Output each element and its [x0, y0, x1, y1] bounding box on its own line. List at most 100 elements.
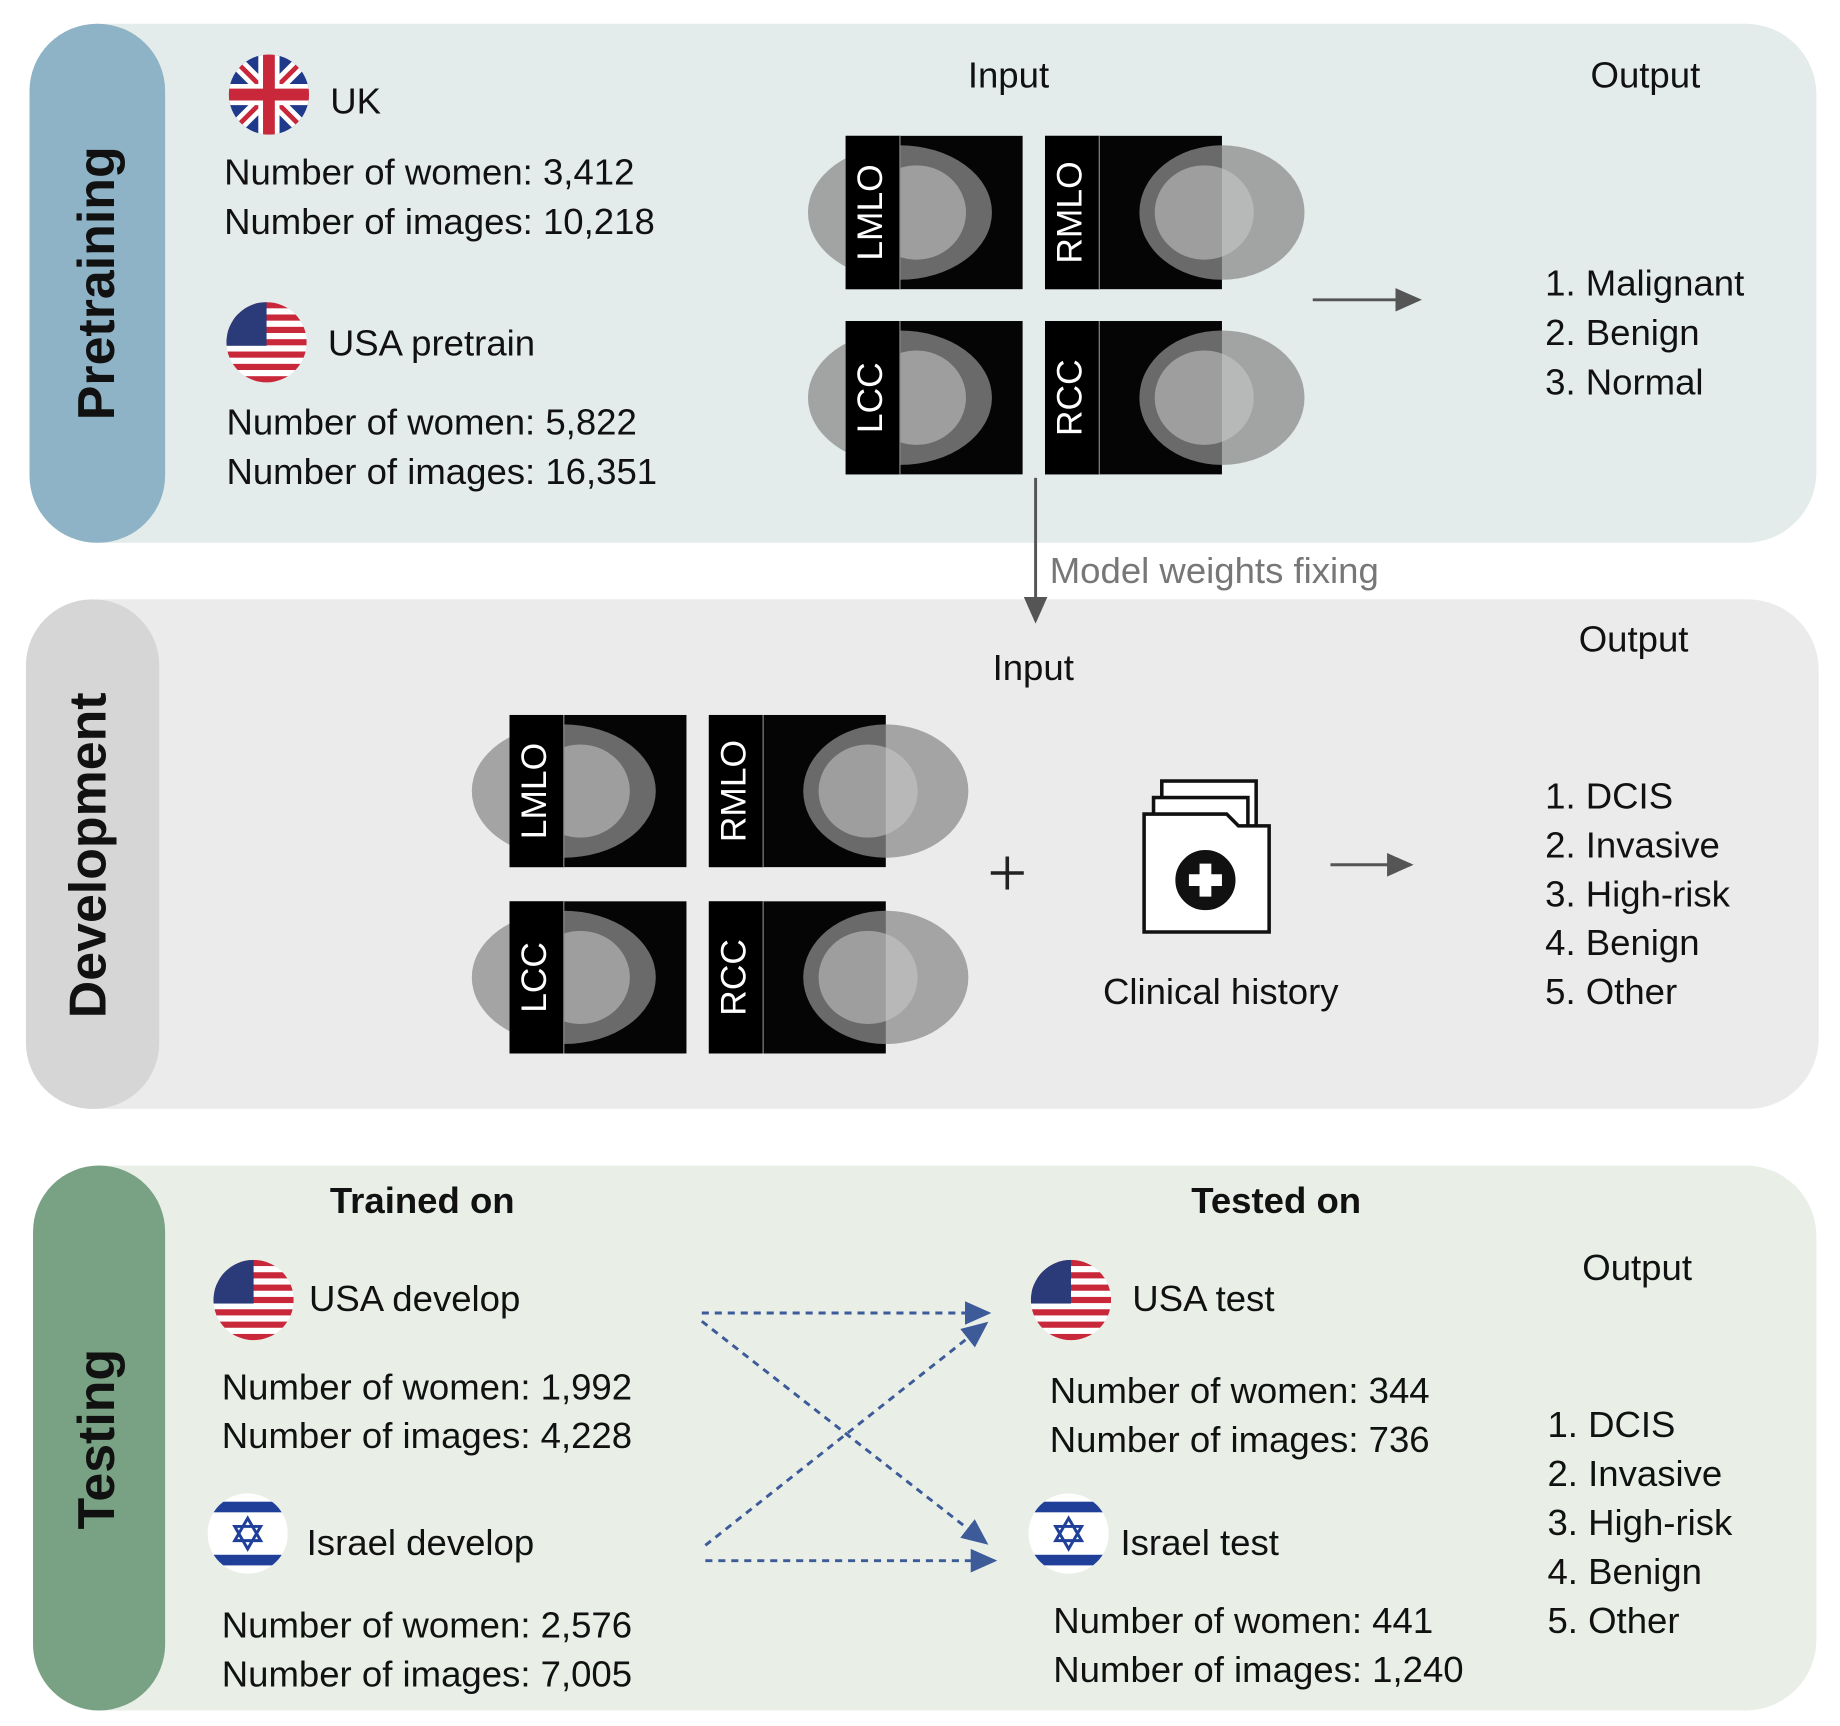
- tissue: [1154, 350, 1254, 445]
- view-label: LCC: [515, 942, 554, 1013]
- dataset-name: Israel test: [1121, 1522, 1279, 1563]
- stripe: [213, 1333, 294, 1341]
- dataset-stat: Number of images: 10,218: [224, 201, 655, 242]
- dataset-stat: Number of women: 344: [1050, 1370, 1430, 1411]
- flag-body: [1028, 1493, 1109, 1574]
- stage-label: Testing: [67, 1349, 125, 1530]
- stripe: [213, 1321, 294, 1329]
- mammogram: RCC: [1045, 321, 1305, 475]
- stripe: [213, 1309, 294, 1317]
- input-title: Input: [968, 55, 1049, 96]
- dataset-stat: Number of images: 4,228: [222, 1415, 632, 1456]
- transition-label: Model weights fixing: [1050, 550, 1379, 591]
- mammogram: LMLO: [471, 714, 687, 868]
- stripe: [213, 1296, 294, 1304]
- dataset-name: UK: [330, 81, 381, 122]
- output-item: 4. Benign: [1545, 922, 1699, 963]
- output-item: 4. Benign: [1547, 1551, 1701, 1592]
- column-title: Tested on: [1191, 1180, 1361, 1221]
- dataset-name: USA test: [1132, 1278, 1274, 1319]
- label-strip: [708, 714, 764, 868]
- dataset-stat: Number of women: 1,992: [222, 1366, 632, 1407]
- stripe: [213, 1284, 294, 1292]
- mammogram: RMLO: [1045, 135, 1305, 290]
- clinical-label: Clinical history: [1103, 971, 1339, 1012]
- stripe: [213, 1266, 294, 1273]
- label-strip: [509, 714, 564, 868]
- view-label: RMLO: [1050, 161, 1089, 263]
- flag: [213, 1259, 294, 1341]
- flag: [1028, 1493, 1109, 1574]
- stripe: [1030, 1259, 1112, 1267]
- flag-body: [226, 302, 307, 383]
- stripe: [213, 1290, 294, 1298]
- stripe: [226, 357, 307, 365]
- output-item: 3. High-risk: [1547, 1502, 1733, 1543]
- stripe: [213, 1315, 294, 1323]
- flag: [226, 302, 307, 383]
- band: [1028, 1501, 1109, 1513]
- stripe: [213, 1278, 294, 1286]
- stripe: [1030, 1278, 1112, 1286]
- view-label: LMLO: [515, 743, 554, 839]
- input-title: Input: [993, 647, 1074, 688]
- label-strip: [509, 901, 564, 1054]
- stripe: [213, 1303, 294, 1310]
- stage-label: Development: [59, 692, 117, 1018]
- label-strip: [845, 321, 900, 475]
- view-label: RCC: [714, 939, 753, 1016]
- output-item: 1. Malignant: [1545, 262, 1744, 303]
- output-item: 5. Other: [1545, 971, 1677, 1012]
- output-title: Output: [1591, 55, 1701, 96]
- flag-body: [207, 1493, 288, 1574]
- view-label: LCC: [851, 362, 890, 433]
- dataset-name: Israel develop: [307, 1522, 535, 1563]
- mammogram: RCC: [708, 901, 969, 1054]
- output-item: 2. Invasive: [1547, 1453, 1722, 1494]
- band: [207, 1501, 288, 1513]
- stripe: [1030, 1327, 1112, 1335]
- stripe: [1030, 1296, 1112, 1304]
- band: [207, 1554, 288, 1566]
- label-strip: [845, 135, 900, 290]
- output-title: Output: [1579, 619, 1689, 660]
- output-item: 1. DCIS: [1547, 1404, 1675, 1445]
- tissue: [818, 744, 918, 838]
- stripe: [226, 345, 307, 353]
- flag-body: [1030, 1259, 1112, 1341]
- stripe: [226, 370, 307, 377]
- mammogram: RMLO: [708, 714, 969, 868]
- dataset-stat: Number of women: 5,822: [226, 401, 636, 442]
- dataset-stat: Number of images: 1,240: [1053, 1649, 1463, 1690]
- stripe: [1030, 1315, 1112, 1323]
- cross-red: [228, 54, 310, 135]
- dataset-name: USA pretrain: [328, 322, 535, 363]
- output-item: 2. Invasive: [1545, 824, 1720, 865]
- stripe: [1030, 1290, 1112, 1298]
- label-strip: [708, 901, 764, 1054]
- dataset-stat: Number of women: 3,412: [224, 151, 634, 192]
- view-label: RCC: [1050, 359, 1089, 436]
- output-title: Output: [1582, 1247, 1692, 1288]
- output-item: 2. Benign: [1545, 312, 1699, 353]
- output-item: 3. Normal: [1545, 361, 1703, 402]
- stripe: [1030, 1284, 1112, 1292]
- dataset-stat: Number of women: 441: [1053, 1600, 1433, 1641]
- label-strip: [1045, 321, 1100, 475]
- mammogram: LMLO: [807, 135, 1023, 290]
- arrows: [990, 288, 1422, 890]
- label-strip: [1045, 135, 1100, 290]
- star: [1053, 1515, 1085, 1552]
- stripe: [226, 363, 307, 371]
- dataset-name: USA develop: [309, 1278, 520, 1319]
- stripe: [1030, 1303, 1112, 1310]
- stripe: [226, 351, 307, 359]
- output-item: 3. High-risk: [1545, 873, 1731, 914]
- stripe: [1030, 1272, 1112, 1279]
- mammogram: LCC: [807, 321, 1023, 475]
- output-item: 5. Other: [1547, 1600, 1679, 1641]
- flag: [207, 1493, 288, 1574]
- view-label: RMLO: [714, 740, 753, 842]
- view-label: LMLO: [851, 164, 890, 260]
- dataset-stat: Number of images: 16,351: [226, 451, 657, 492]
